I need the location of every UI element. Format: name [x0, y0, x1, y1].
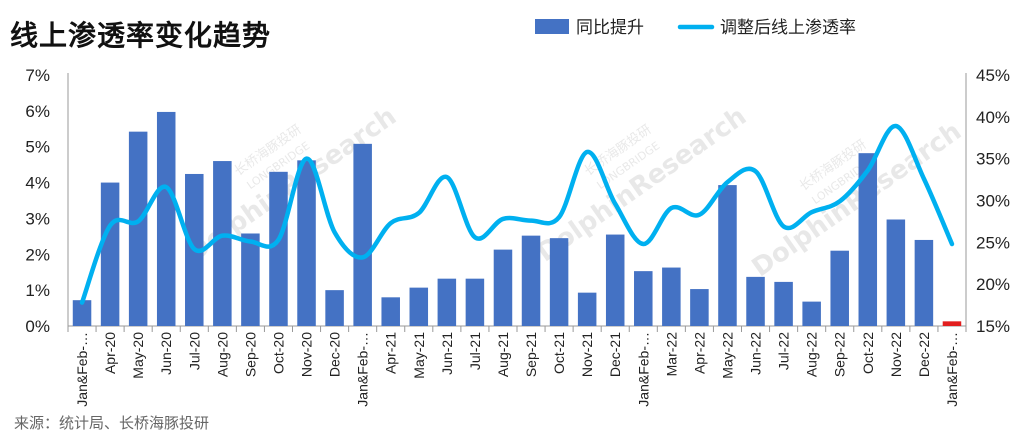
bar: [353, 143, 372, 326]
bar: [521, 235, 541, 326]
bar: [213, 161, 232, 326]
y-left-tick-label: 2%: [25, 245, 50, 264]
x-tick-label: Oct-21: [551, 332, 567, 374]
x-tick-label: Jun-22: [748, 332, 764, 375]
bar: [718, 185, 737, 326]
x-tick-label: May-21: [411, 332, 427, 379]
x-tick-label: Dec-22: [916, 332, 932, 377]
bar: [156, 111, 176, 326]
x-tick-label: May-22: [719, 332, 735, 379]
y-left-tick-label: 1%: [25, 281, 50, 300]
x-tick-label: Jul-22: [776, 332, 792, 370]
bar: [409, 287, 429, 326]
x-tick-label: Jan&Feb-…: [355, 332, 371, 407]
y-right-tick-label: 40%: [976, 108, 1010, 127]
bar: [381, 297, 400, 326]
y-left-tick-label: 7%: [25, 66, 50, 85]
bar: [802, 301, 821, 326]
x-tick-label: Jan&Feb-…: [74, 332, 90, 407]
legend-label-bar: 同比提升: [576, 18, 644, 38]
y-right-tick-label: 30%: [976, 192, 1010, 211]
y-right-tick-label: 25%: [976, 233, 1010, 252]
bar: [269, 171, 288, 326]
x-tick-label: Mar-22: [663, 332, 679, 377]
x-tick-label: Sep-22: [832, 332, 848, 377]
y-left-tick-label: 3%: [25, 209, 50, 228]
source-note: 来源：统计局、长桥海豚投研: [14, 414, 210, 432]
x-tick-label: Jan&Feb-…: [944, 332, 960, 407]
bar: [325, 290, 344, 326]
y-left-tick-label: 4%: [25, 174, 50, 193]
bar: [493, 249, 513, 326]
bar: [437, 278, 457, 326]
bar: [942, 321, 962, 326]
x-tick-label: Apr-21: [383, 332, 399, 374]
x-tick-label: May-20: [130, 332, 146, 379]
bar: [690, 289, 709, 326]
x-tick-label: Dec-21: [607, 332, 623, 377]
x-tick-label: Jun-21: [439, 332, 455, 375]
bar: [914, 239, 934, 326]
bar: [549, 238, 569, 326]
x-tick-label: Oct-22: [860, 332, 876, 374]
y-right-tick-label: 15%: [976, 317, 1010, 336]
x-tick-label: Oct-20: [270, 332, 286, 374]
x-tick-label: Aug-21: [495, 332, 511, 377]
bar: [634, 271, 653, 326]
bar: [662, 267, 681, 326]
bar: [128, 131, 148, 326]
legend-swatch-bar: [535, 19, 569, 34]
x-tick-label: Nov-20: [299, 332, 315, 377]
x-tick-label: Jul-21: [467, 332, 483, 370]
bar: [297, 160, 316, 326]
y-left-tick-label: 6%: [25, 102, 50, 121]
x-tick-label: Apr-22: [691, 332, 707, 374]
x-tick-label: Sep-21: [523, 332, 539, 377]
x-tick-label: Sep-20: [242, 332, 258, 377]
legend: 同比提升 调整后线上渗透率: [535, 18, 856, 38]
chart-title: 线上渗透率变化趋势: [10, 19, 272, 52]
y-left-tick-label: 5%: [25, 138, 50, 157]
bar: [774, 281, 793, 326]
y-left-tick-label: 0%: [25, 317, 50, 336]
axes: 0% 1% 2% 3% 4% 5% 6% 7% 15% 20% 25% 30% 35% 40% 45% Jan…: [25, 66, 1010, 407]
bar: [746, 276, 765, 326]
bar: [577, 292, 597, 326]
y-right-tick-label: 35%: [976, 150, 1010, 169]
bar: [465, 278, 485, 326]
x-tick-label: Jul-20: [186, 332, 202, 370]
bar: [100, 182, 120, 326]
x-tick-label: Jun-20: [158, 332, 174, 375]
bar: [886, 219, 906, 326]
bar: [72, 300, 92, 326]
x-tick-label: Jan&Feb-…: [635, 332, 651, 407]
x-tick-label: Aug-20: [214, 332, 230, 377]
bar-series: [72, 111, 962, 326]
x-tick-label: Aug-22: [804, 332, 820, 377]
y-right-tick-label: 45%: [976, 66, 1010, 85]
bar: [858, 153, 878, 326]
x-tick-label: Apr-20: [102, 332, 118, 374]
y-right-tick-label: 20%: [976, 275, 1010, 294]
bar: [241, 233, 260, 326]
x-tick-label: Nov-22: [888, 332, 904, 377]
bar: [605, 234, 625, 326]
line-series: [79, 123, 955, 305]
x-tick-label: Dec-20: [327, 332, 343, 377]
bar: [830, 250, 849, 326]
legend-label-line: 调整后线上渗透率: [720, 18, 856, 38]
x-tick-label: Nov-21: [579, 332, 595, 377]
